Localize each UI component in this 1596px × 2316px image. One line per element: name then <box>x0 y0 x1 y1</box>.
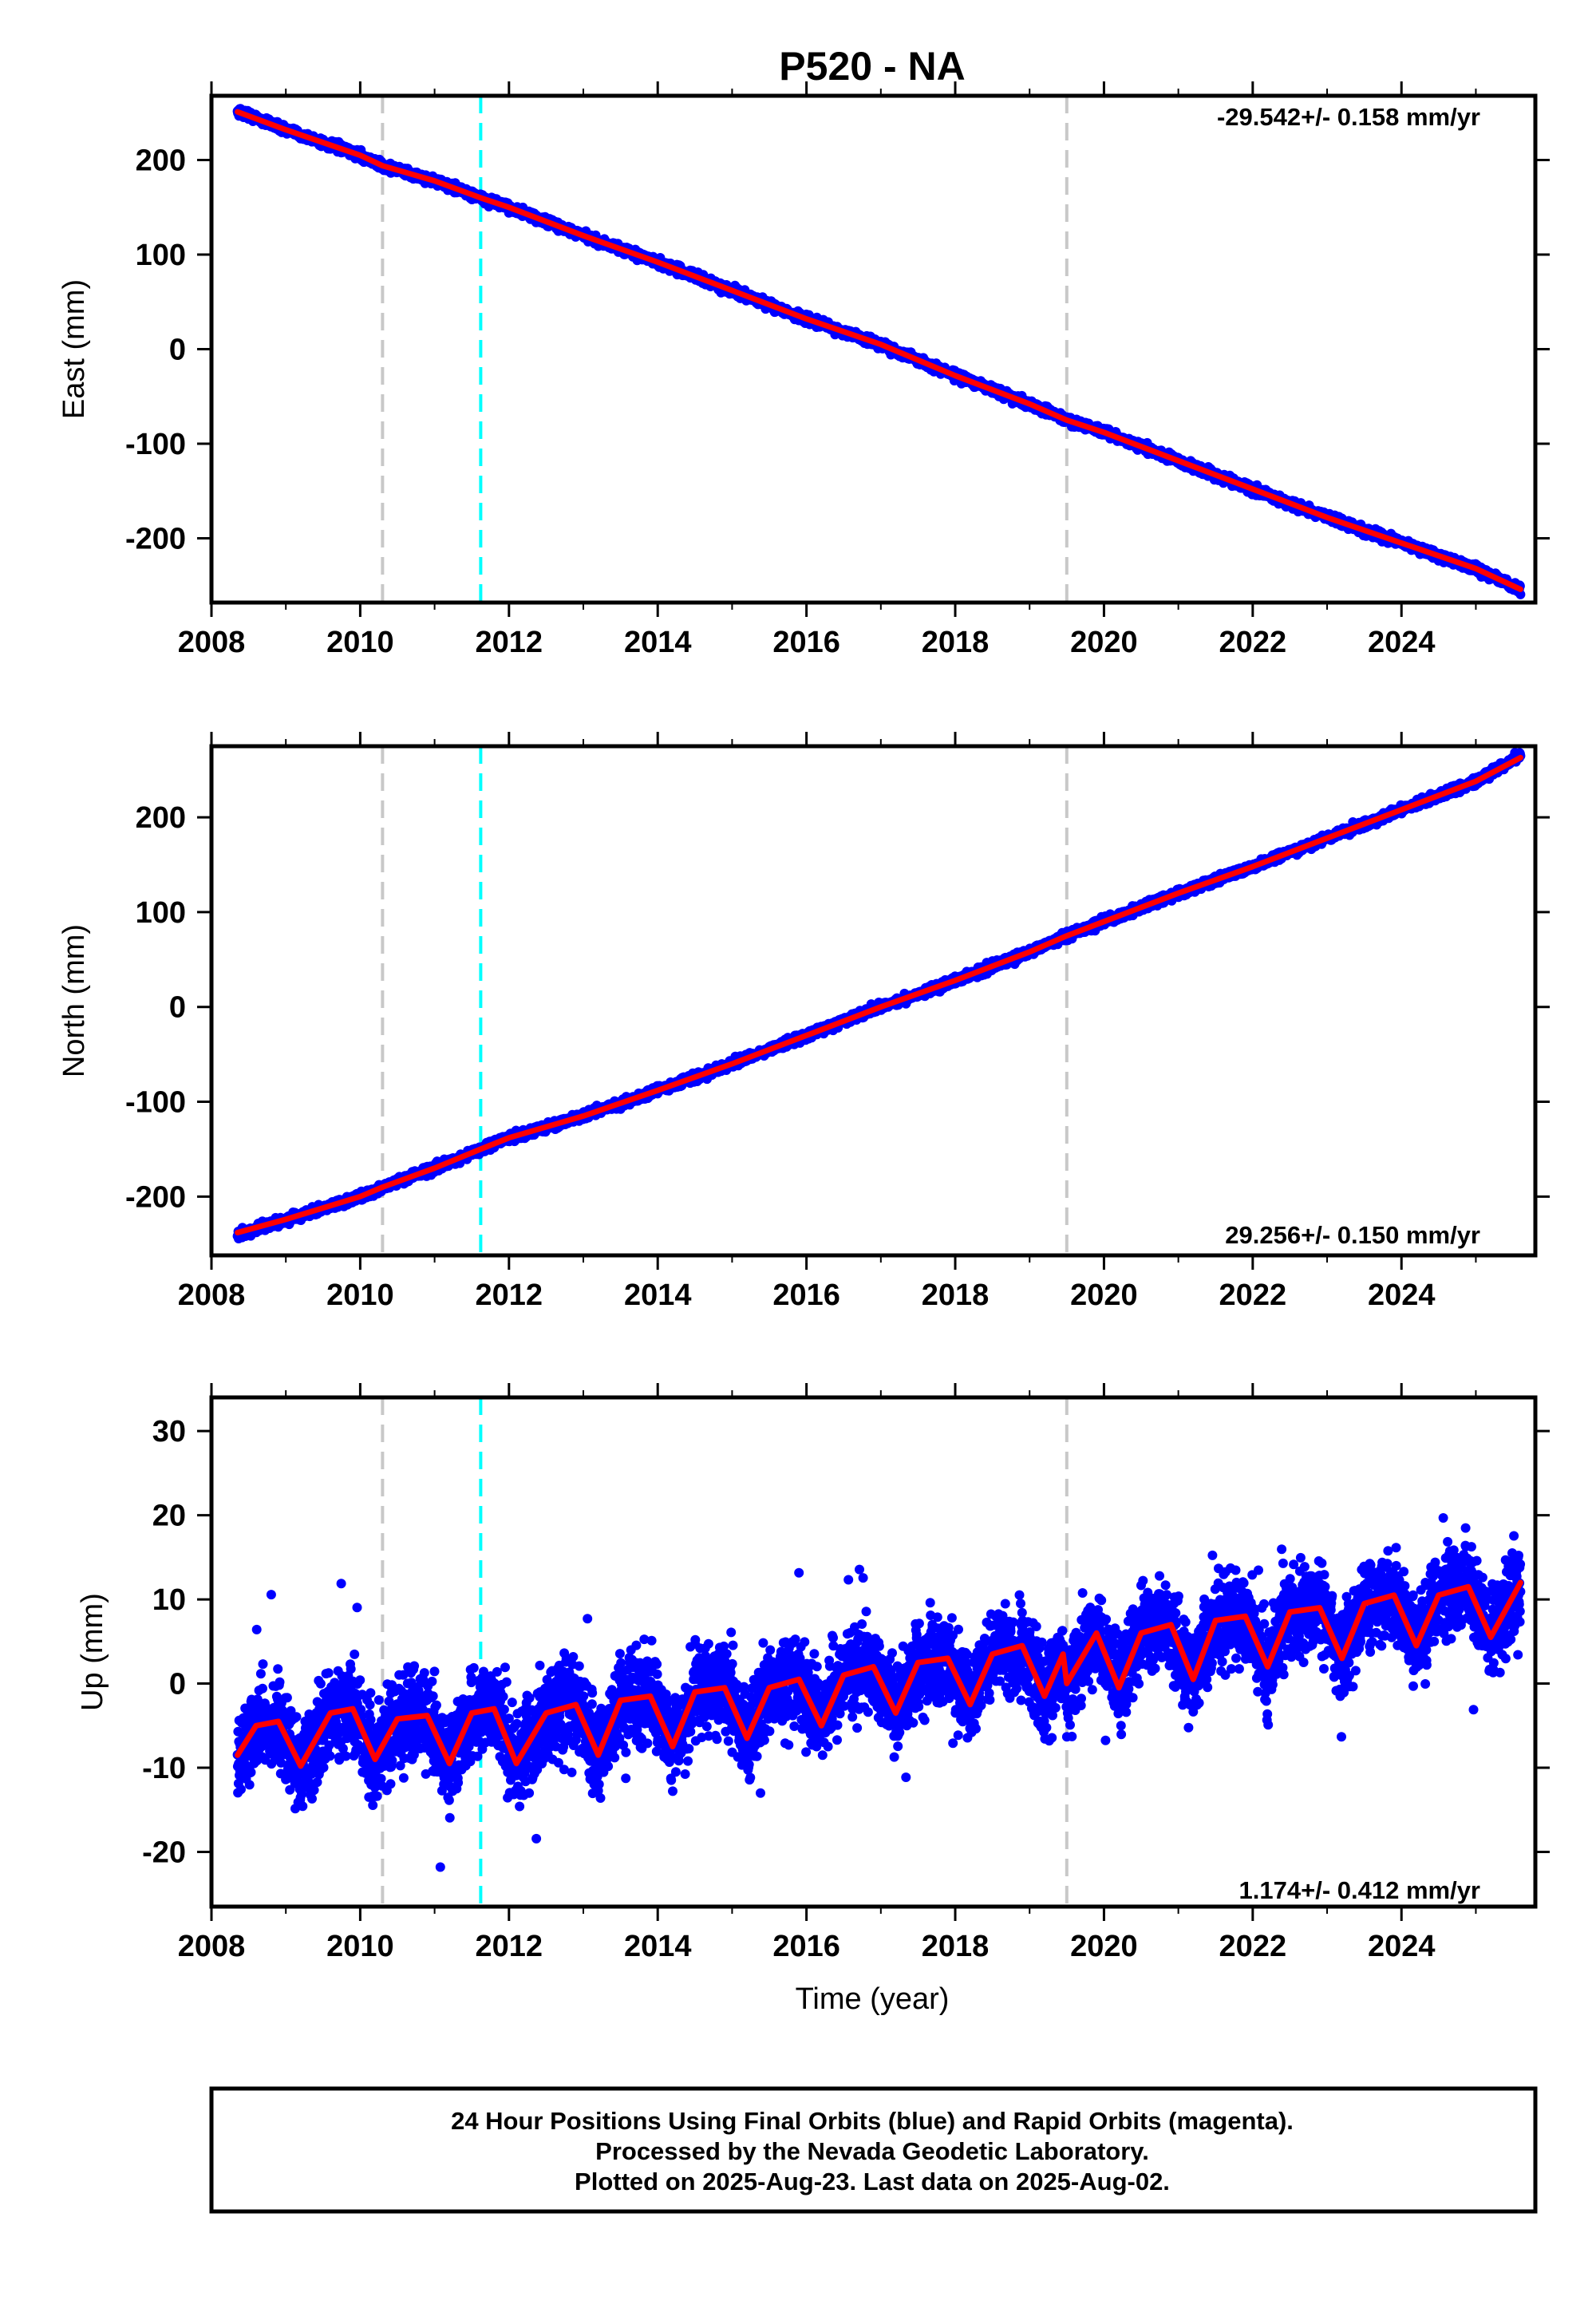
y-tick-label: -100 <box>125 428 186 461</box>
x-tick-label: 2014 <box>624 626 692 659</box>
north-panel: 2008 2010 2012 2014 2016 2018 2020 2022 2024-200… <box>57 732 1550 1312</box>
x-tick-label: 2012 <box>476 626 543 659</box>
east-y-axis-label: East (mm) <box>57 279 91 419</box>
y-tick-label: -200 <box>125 522 186 555</box>
x-tick-label: 2024 <box>1368 626 1436 659</box>
x-tick-label: 2016 <box>772 626 840 659</box>
x-tick-label: 2022 <box>1219 626 1287 659</box>
y-tick-label: 0 <box>169 334 186 367</box>
x-tick-label: 2010 <box>326 626 394 659</box>
chart-title: P520 - NA <box>779 44 965 89</box>
y-tick-label: 200 <box>136 144 186 178</box>
x-tick-label: 2008 <box>178 626 246 659</box>
x-tick-label: 2020 <box>1070 626 1138 659</box>
x-tick-label: 2018 <box>922 626 990 659</box>
east-panel: 2008 2010 2012 2014 2016 2018 2020 2022 2024 -200… <box>57 81 1550 659</box>
y-tick-label: 100 <box>136 239 186 272</box>
east-rate-label: -29.542+/- 0.158 mm/yr <box>1217 103 1480 131</box>
